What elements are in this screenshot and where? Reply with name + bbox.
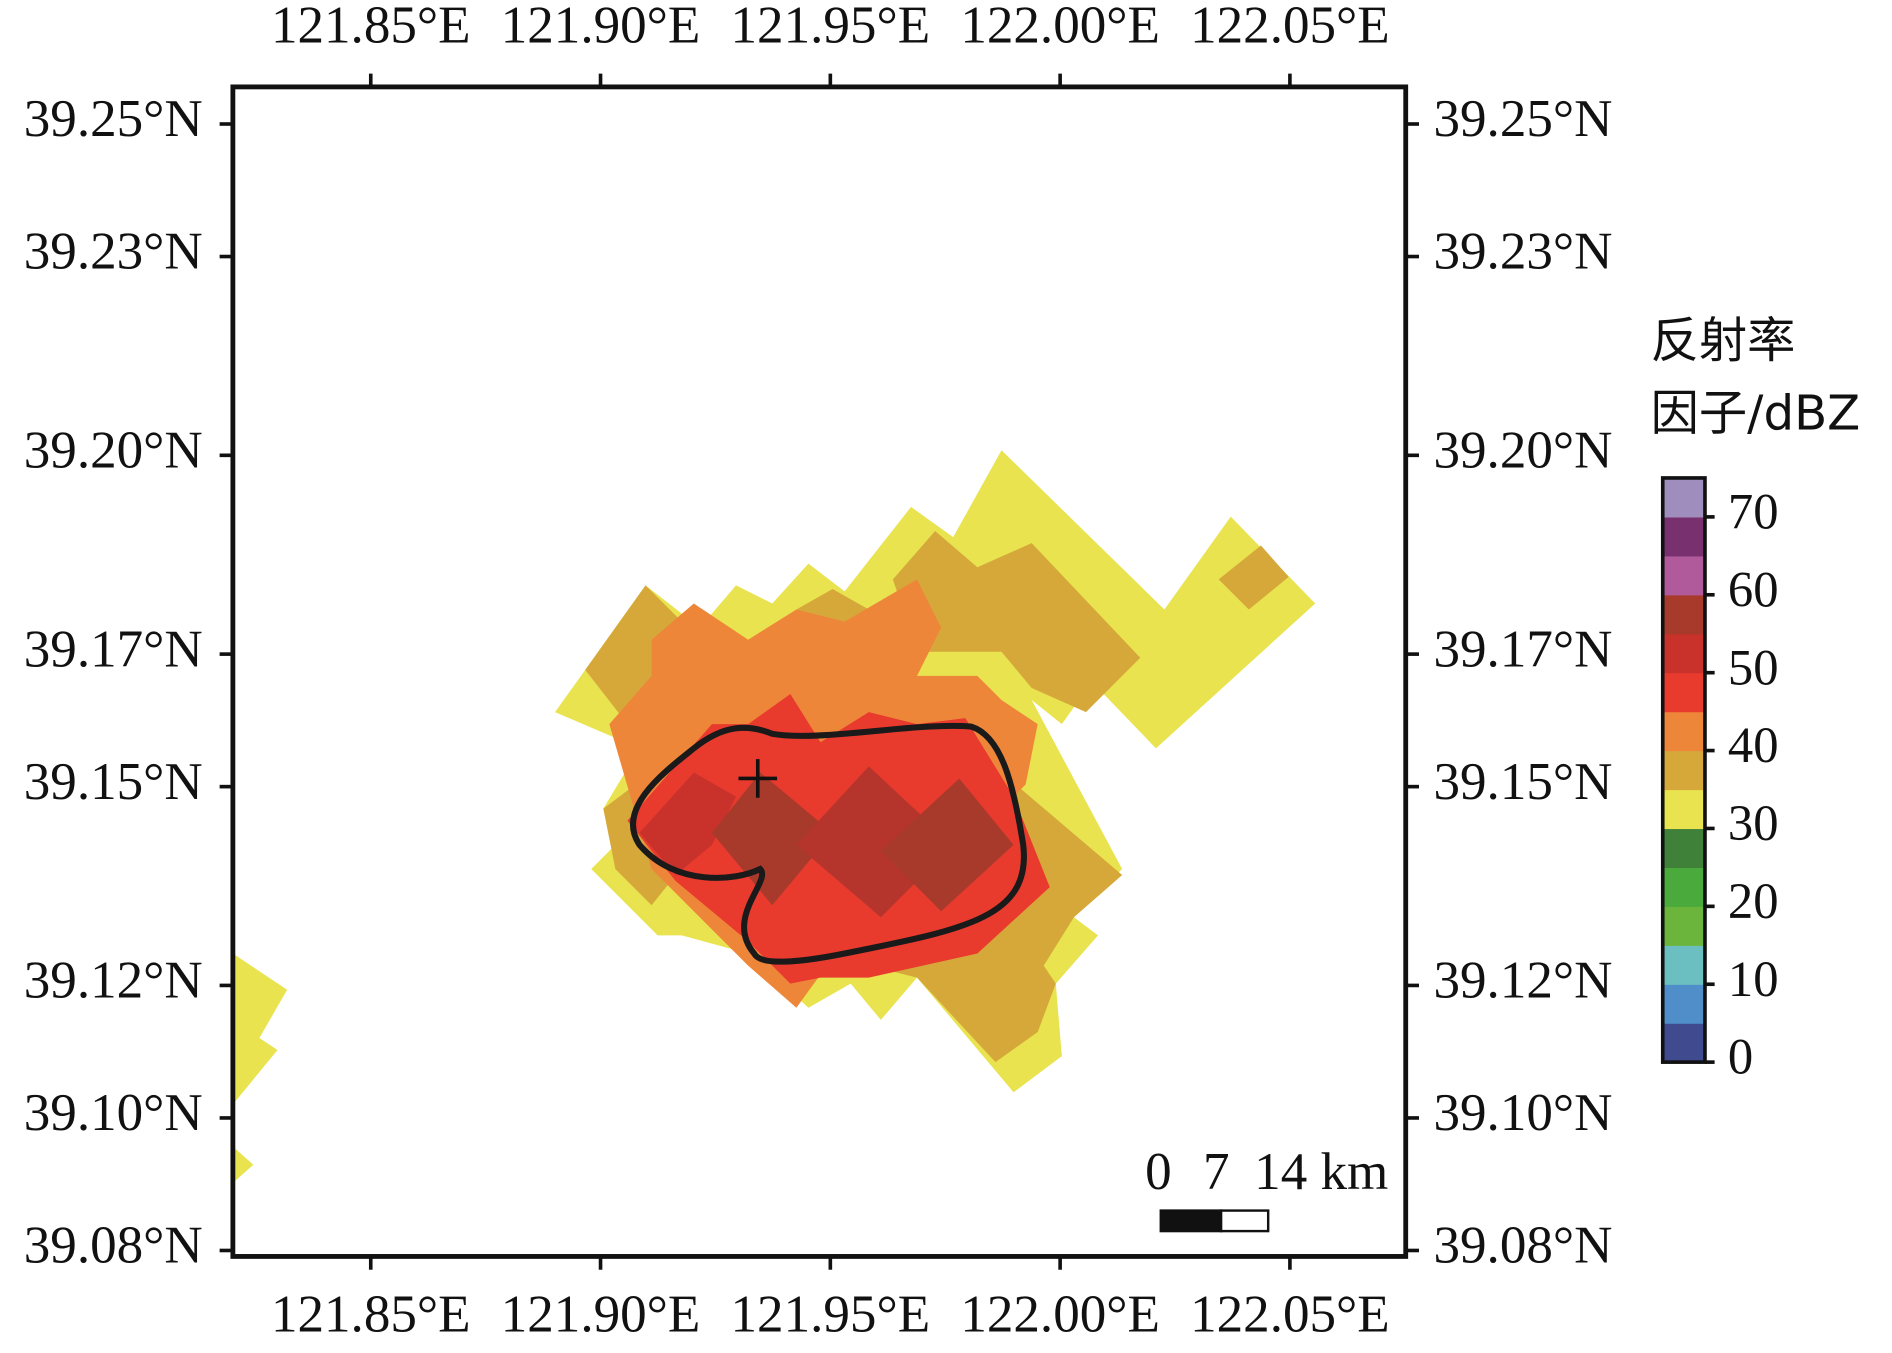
x-tick-label-top: 122.05°E — [1190, 0, 1390, 54]
y-tick-label-right: 39.10°N — [1433, 1084, 1612, 1142]
scale-label: 7 — [1203, 1143, 1230, 1201]
echo-35dbz — [1218, 545, 1289, 610]
y-tick-label-right: 39.08°N — [1433, 1217, 1612, 1275]
x-tick-label-bottom: 121.85°E — [271, 1285, 471, 1343]
colorbar-swatch — [1662, 906, 1705, 946]
x-tick-label-bottom: 122.00°E — [960, 1285, 1160, 1343]
colorbar-swatch — [1662, 555, 1705, 596]
y-tick-label-left: 39.12°N — [24, 952, 203, 1010]
colorbar-frame — [1660, 476, 1707, 1064]
colorbar-swatch — [1662, 477, 1705, 518]
x-tick-label-top: 121.90°E — [501, 0, 701, 54]
colorbar-swatch — [1662, 594, 1705, 635]
scale-label: 14 km — [1254, 1143, 1388, 1201]
colorbar-swatch — [1662, 1023, 1705, 1063]
scale-bar-black — [1159, 1209, 1223, 1233]
radar-field — [232, 450, 1316, 1183]
colorbar-swatch — [1662, 750, 1705, 791]
x-tick-label-bottom: 121.90°E — [501, 1285, 701, 1343]
y-tick-label-left: 39.17°N — [24, 620, 203, 678]
echo-30dbz — [232, 953, 288, 1105]
scale-bar-white — [1219, 1209, 1270, 1233]
y-tick-label-left: 39.20°N — [24, 422, 203, 480]
colorbar-tick-label: 0 — [1728, 1029, 1753, 1085]
colorbar-tick-label: 50 — [1728, 639, 1779, 695]
y-tick-label-left: 39.23°N — [24, 223, 203, 281]
echo-60dbz — [711, 772, 833, 906]
y-tick-label-right: 39.25°N — [1433, 90, 1612, 148]
x-tick-label-top: 121.95°E — [731, 0, 931, 54]
colorbar-swatch — [1662, 672, 1705, 713]
colorbar-swatch — [1662, 633, 1705, 674]
colorbar-tick-label: 40 — [1728, 717, 1779, 773]
colorbar-swatch — [1662, 516, 1705, 557]
colorbar-title: 反射率 — [1651, 313, 1796, 369]
echo-30dbz — [232, 1146, 254, 1183]
colorbar-swatch — [1662, 867, 1705, 907]
colorbar-tick-label: 70 — [1728, 484, 1779, 540]
echo-55dbz — [639, 772, 737, 876]
y-tick-label-right: 39.15°N — [1433, 753, 1612, 811]
colorbar-tick-label: 30 — [1728, 795, 1779, 851]
y-tick-label-right: 39.17°N — [1433, 620, 1612, 678]
colorbar-tick-label: 10 — [1728, 951, 1779, 1007]
colorbar-tick-label: 20 — [1728, 873, 1779, 929]
x-tick-label-top: 122.00°E — [960, 0, 1160, 54]
map-frame — [230, 84, 1409, 1259]
scale-label: 0 — [1145, 1143, 1172, 1201]
colorbar-swatch — [1662, 789, 1705, 830]
y-tick-label-left: 39.10°N — [24, 1084, 203, 1142]
y-tick-label-left: 39.08°N — [24, 1217, 203, 1275]
x-tick-label-top: 121.85°E — [271, 0, 471, 54]
y-tick-label-left: 39.15°N — [24, 753, 203, 811]
colorbar-swatch — [1662, 984, 1705, 1024]
echo-60dbz — [880, 778, 1014, 912]
x-tick-label-bottom: 121.95°E — [731, 1285, 931, 1343]
colorbar-swatch — [1662, 711, 1705, 752]
x-tick-label-bottom: 122.05°E — [1190, 1285, 1390, 1343]
y-tick-label-right: 39.20°N — [1433, 422, 1612, 480]
echo-35dbz — [892, 531, 1141, 713]
storm-center-marker — [738, 759, 778, 798]
colorbar-title: 因子/dBZ — [1651, 385, 1861, 441]
storm-contour — [630, 722, 1027, 965]
y-tick-label-right: 39.12°N — [1433, 952, 1612, 1010]
echo-35dbz — [796, 588, 869, 640]
y-tick-label-left: 39.25°N — [24, 90, 203, 148]
colorbar-tick-label: 60 — [1728, 561, 1779, 617]
colorbar-swatch — [1662, 828, 1705, 869]
y-tick-label-right: 39.23°N — [1433, 223, 1612, 281]
colorbar-swatch — [1662, 945, 1705, 985]
